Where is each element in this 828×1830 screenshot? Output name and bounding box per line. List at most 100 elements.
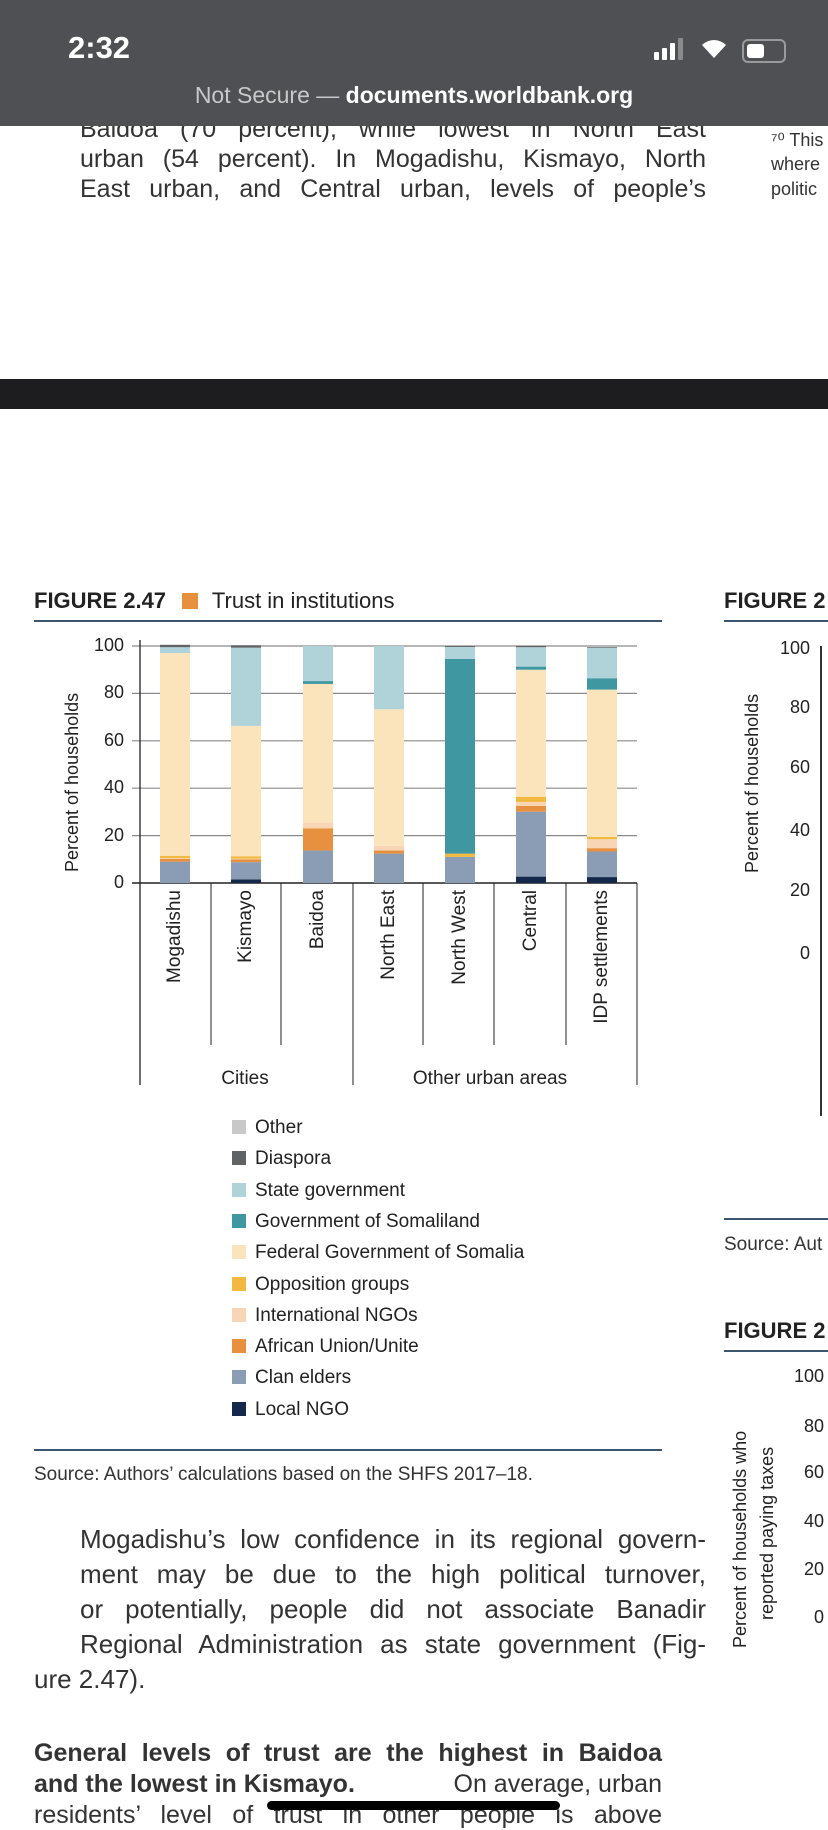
bar-segment [587, 647, 617, 679]
paragraph-line: Mogadishu’s low confidence in its region… [80, 1524, 706, 1554]
next-figure-rule [724, 620, 828, 622]
bar-segment [303, 646, 333, 682]
bar-segment [516, 811, 546, 877]
next-figure-title: FIGURE 2 [724, 588, 826, 613]
next-figure-tick: 100 [779, 638, 810, 658]
figure-title-rule [34, 620, 662, 622]
bar-segment [303, 681, 333, 684]
bar-segment [587, 646, 617, 647]
legend-label: Government of Somaliland [255, 1210, 480, 1232]
next-figure-tick: 80 [789, 697, 810, 717]
bar-segment [374, 850, 404, 854]
legend-item: Federal Government of Somalia [232, 1242, 524, 1264]
stacked-bar-chart [132, 640, 638, 1085]
paragraph-line: urban (54 percent). In Mogadishu, Kismay… [80, 145, 706, 173]
legend-label: African Union/Unite [255, 1336, 419, 1358]
bar-segment [516, 646, 546, 648]
bar-segment [587, 646, 617, 648]
address-bar[interactable]: Not Secure — documents.worldbank.org [0, 82, 828, 109]
legend-item: State government [232, 1180, 405, 1202]
paragraph-line: Regional Administration as state governm… [80, 1629, 706, 1659]
legend-label: State government [255, 1179, 405, 1201]
figure-caption: Trust in institutions [211, 588, 395, 613]
next-figure-tick: 20 [789, 880, 810, 900]
legend-item: Other [232, 1117, 303, 1139]
bar-segment [231, 647, 261, 726]
bar-segment [303, 822, 333, 829]
category-label: North West [449, 890, 470, 985]
legend-swatch [232, 1339, 246, 1354]
bar-segment [160, 861, 190, 883]
cellular-signal-icon [654, 38, 690, 60]
paragraph-line: or potentially, people did not associate… [80, 1594, 706, 1624]
figure-marker [182, 593, 199, 609]
group-label-other-urban: Other urban areas [412, 1068, 568, 1089]
legend-swatch [232, 1370, 246, 1385]
bold-paragraph-line: General levels of trust are the highest … [34, 1738, 662, 1768]
bar-segment [231, 725, 261, 857]
bar-segment [516, 666, 546, 670]
legend-item: Opposition groups [232, 1274, 409, 1296]
legend-swatch [232, 1401, 246, 1416]
bar-segment [160, 653, 190, 856]
bar-segment [374, 646, 404, 710]
source-rule [34, 1449, 662, 1451]
next-figure-tick: 40 [789, 820, 810, 840]
legend-item: Clan elders [232, 1367, 351, 1389]
bar-segment [231, 862, 261, 880]
next-figure-y-axis [820, 646, 822, 1116]
bar-segment [516, 801, 546, 806]
bar-segment [160, 858, 190, 862]
bar-segment [587, 839, 617, 849]
bar-segment [231, 856, 261, 859]
legend-item: Government of Somaliland [232, 1211, 480, 1233]
category-label: Mogadishu [164, 890, 185, 983]
bar-segment [445, 646, 475, 647]
legend-label: Diaspora [255, 1148, 332, 1170]
bar-segment [587, 848, 617, 852]
category-label: Baidoa [307, 890, 328, 950]
legend-swatch [232, 1151, 246, 1166]
bar-segment [445, 646, 475, 659]
next-figure-y-label: Percent of households [742, 693, 762, 873]
y-tick-label: 60 [103, 729, 124, 750]
next-figure-b-y-label: Percent of households who [730, 1430, 750, 1648]
legend-swatch [232, 1245, 246, 1260]
paragraph-line: ment may be due to the high political tu… [80, 1559, 706, 1589]
footnote-line: politic [771, 179, 818, 199]
footnote-line: ⁷⁰ This [771, 130, 824, 150]
url-domain: documents.worldbank.org [345, 82, 634, 108]
legend-item: Local NGO [232, 1399, 349, 1421]
home-indicator[interactable] [267, 1801, 560, 1810]
y-axis-label: Percent of households [62, 692, 82, 872]
next-figure-b-title: FIGURE 2 [724, 1318, 826, 1343]
bar-segment [160, 644, 190, 648]
bar-segment [303, 828, 333, 851]
next-figure-b-tick: 40 [803, 1511, 824, 1531]
footnote-line: where [771, 154, 821, 174]
next-figure-b-tick: 60 [803, 1462, 824, 1482]
category-label: North East [378, 890, 399, 980]
paragraph-line: East urban, and Central urban, levels of… [80, 175, 706, 203]
y-tick-label: 100 [93, 635, 124, 655]
bar-segment [445, 853, 475, 857]
next-figure-b-tick: 0 [813, 1607, 824, 1627]
legend-swatch [232, 1182, 246, 1197]
legend-swatch [232, 1276, 246, 1291]
legend-swatch [232, 1213, 246, 1228]
figure-source: Source: Authors’ calculations based on t… [34, 1464, 533, 1485]
battery-icon [742, 39, 786, 63]
bar-segment [374, 845, 404, 851]
legend-item: International NGOs [232, 1305, 418, 1327]
next-figure-source: Source: Aut [724, 1234, 823, 1255]
next-figure-b-tick: 80 [803, 1416, 824, 1436]
bar-segment [516, 876, 546, 883]
legend-item: African Union/Unite [232, 1336, 419, 1358]
legend-label: Other [255, 1117, 303, 1138]
bar-segment [303, 850, 333, 883]
bar-segment [160, 855, 190, 859]
bar-segment [231, 645, 261, 648]
bar-segment [231, 879, 261, 883]
bar-segment [587, 836, 617, 840]
next-figure-tick: 0 [799, 943, 810, 963]
